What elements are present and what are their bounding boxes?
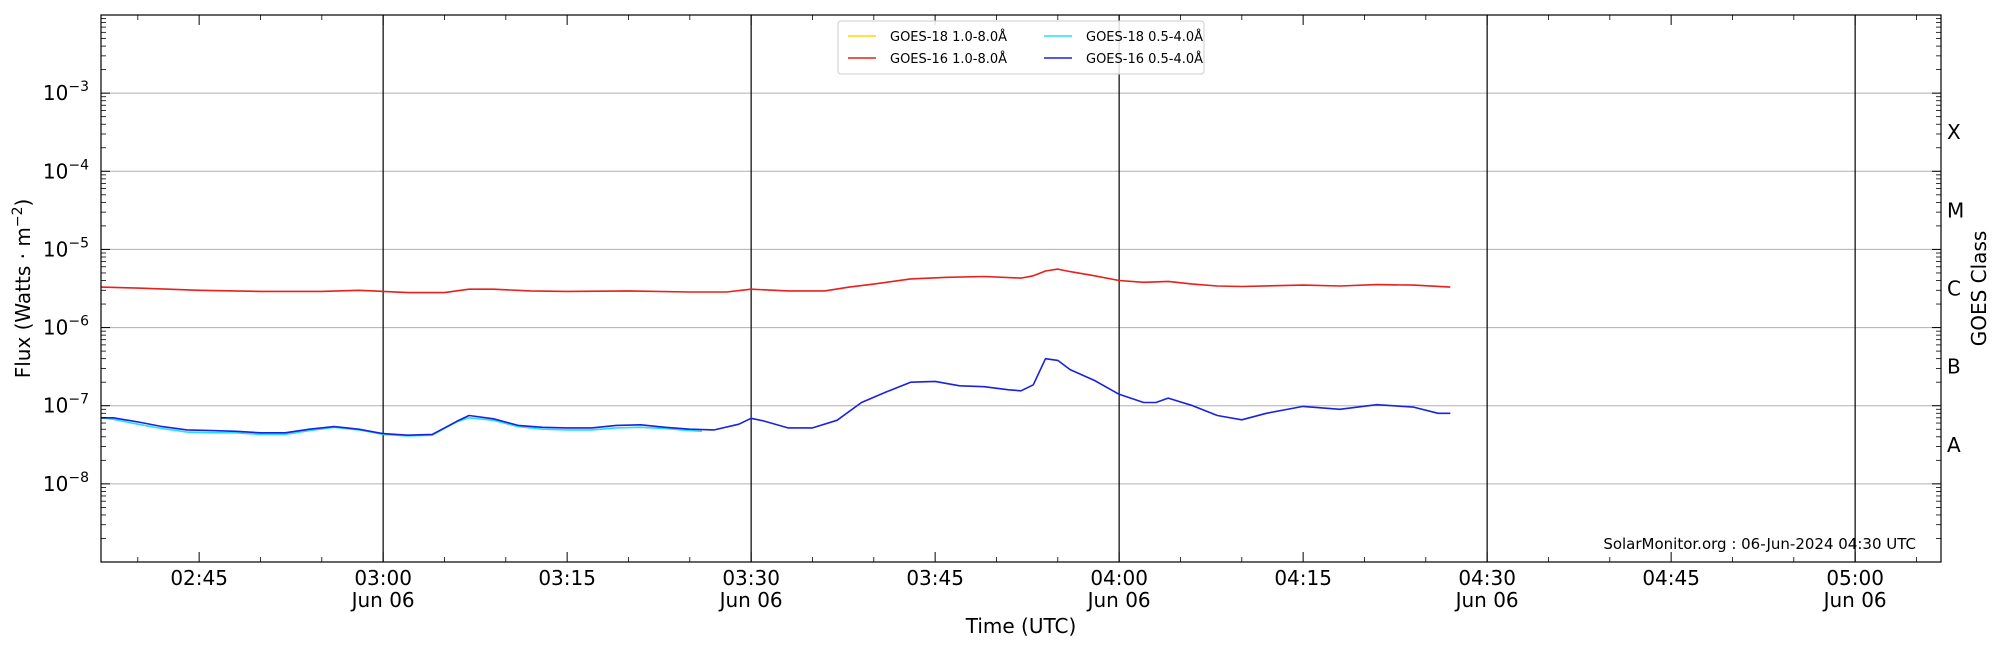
y-axis-title-exponent: −2 xyxy=(10,207,26,228)
x-tick-label-04-45: 04:45 xyxy=(1642,566,1700,590)
y-tick-label: 10−3 xyxy=(43,79,89,105)
x-tick-label-04-00: 04:00 xyxy=(1090,566,1148,590)
y-tick-exponent: −3 xyxy=(68,79,89,95)
x-tick-label-04-30: 04:30 xyxy=(1458,566,1516,590)
plot-frame xyxy=(100,14,1942,563)
y-tick-exponent: −7 xyxy=(68,392,89,408)
series-line-goes-16-0-5-4-0 xyxy=(101,357,1451,437)
grid-layer xyxy=(101,92,1941,485)
legend-label-goes-18-1-0-8-0: GOES-18 1.0-8.0Å xyxy=(890,29,1007,45)
legend-box xyxy=(837,20,1205,75)
x-tick-label-02-45: 02:45 xyxy=(170,566,228,590)
goes-class-label-b: B xyxy=(1947,355,1961,379)
y-tick-exponent: −8 xyxy=(68,470,89,486)
y-tick-label: 10−5 xyxy=(43,235,89,261)
x-tick-date-label: Jun 06 xyxy=(1822,588,1887,612)
legend-label-goes-18-0-5-4-0: GOES-18 0.5-4.0Å xyxy=(1086,29,1203,45)
tick-layer xyxy=(101,15,1941,562)
goes-class-label-a: A xyxy=(1947,433,1961,457)
goes-class-label-x: X xyxy=(1947,120,1961,144)
y-tick-base: 10 xyxy=(43,159,68,183)
y-tick-exponent: −5 xyxy=(68,235,89,251)
y-axis-title: Flux (Watts · m−2) xyxy=(10,199,35,379)
y-tick-base: 10 xyxy=(43,81,68,105)
series-line-goes-18-0-5-4-0 xyxy=(100,416,703,437)
x-axis-title: Time (UTC) xyxy=(965,614,1077,638)
x-tick-label-03-30: 03:30 xyxy=(722,566,780,590)
y-tick-base: 10 xyxy=(43,237,68,261)
y-tick-label: 10−4 xyxy=(43,157,89,183)
x-tick-date-label: Jun 06 xyxy=(350,588,415,612)
legend: GOES-18 1.0-8.0Å GOES-16 1.0-8.0Å GOES-18 … xyxy=(837,20,1205,75)
y-tick-label: 10−7 xyxy=(43,392,89,418)
y-tick-base: 10 xyxy=(43,394,68,418)
y-axis-title-close: ) xyxy=(11,199,35,207)
legend-label-goes-16-0-5-4-0: GOES-16 0.5-4.0Å xyxy=(1086,51,1203,67)
y-tick-exponent: −4 xyxy=(68,157,89,173)
credit-text: SolarMonitor.org : 06-Jun-2024 04:30 UTC xyxy=(1603,535,1916,553)
right-axis-title: GOES Class xyxy=(1967,231,1991,347)
y-tick-base: 10 xyxy=(43,472,68,496)
x-tick-label-04-15: 04:15 xyxy=(1274,566,1332,590)
x-tick-label-03-15: 03:15 xyxy=(538,566,596,590)
x-tick-label-03-00: 03:00 xyxy=(354,566,412,590)
goes-class-label-c: C xyxy=(1947,277,1961,301)
y-axis-title-main: Flux (Watts · m xyxy=(11,227,35,378)
goes-class-label-m: M xyxy=(1947,198,1964,222)
series-layer xyxy=(100,268,1451,437)
y-tick-base: 10 xyxy=(43,316,68,340)
x-tick-label-05-00: 05:00 xyxy=(1826,566,1884,590)
vertical-lines-layer xyxy=(382,15,1856,562)
y-tick-exponent: −6 xyxy=(68,314,89,330)
x-tick-label-03-45: 03:45 xyxy=(906,566,964,590)
x-tick-date-label: Jun 06 xyxy=(718,588,783,612)
legend-label-goes-16-1-0-8-0: GOES-16 1.0-8.0Å xyxy=(890,51,1007,67)
x-tick-date-label: Jun 06 xyxy=(1086,588,1151,612)
y-tick-label: 10−8 xyxy=(43,470,89,496)
series-line-goes-16-1-0-8-0 xyxy=(100,268,1451,294)
x-tick-date-label: Jun 06 xyxy=(1454,588,1519,612)
y-tick-label: 10−6 xyxy=(43,314,89,340)
